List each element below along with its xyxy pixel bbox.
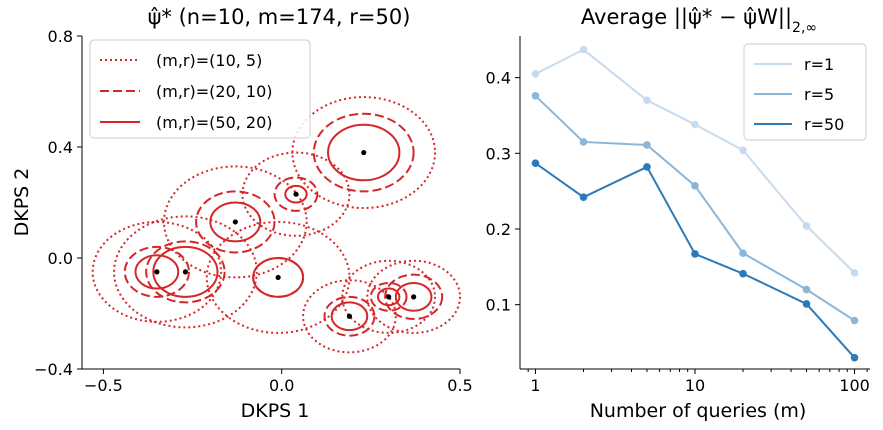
circle-dotted xyxy=(341,259,437,334)
right-plot-area xyxy=(531,45,859,362)
left-plot-area xyxy=(91,96,461,354)
right-title: Average ||ψ̂* − ψ̂W||2,∞ xyxy=(581,5,817,36)
series-point xyxy=(531,91,540,100)
right-y-tick-label: 0.4 xyxy=(486,69,511,88)
series-point xyxy=(643,163,651,171)
right-x-tick-label: 100 xyxy=(839,376,870,395)
center-point xyxy=(293,191,299,197)
left-chart: ψ̂* (n=10, m=174, r=50) DKPS 1 DKPS 2 −0… xyxy=(11,5,473,422)
center-point xyxy=(182,269,189,275)
center-point xyxy=(232,219,238,225)
circle-dotted xyxy=(366,259,461,334)
left-x-tick-label: 0.5 xyxy=(447,376,472,395)
center-point xyxy=(361,149,367,156)
circle-dotted xyxy=(113,215,258,329)
circle-solid xyxy=(252,257,305,298)
left-ylabel: DKPS 2 xyxy=(11,168,33,237)
left-x-tick-label: 0.0 xyxy=(269,376,294,395)
series-point xyxy=(691,250,699,258)
right-x-tick-label: 10 xyxy=(685,376,705,395)
series-point xyxy=(531,70,540,78)
right-title-subscript: 2,∞ xyxy=(792,20,817,36)
legend-label: r=50 xyxy=(804,115,844,134)
circle-dashed xyxy=(273,176,319,212)
series-point xyxy=(579,45,588,54)
circle-solid xyxy=(134,254,180,290)
circle-dotted xyxy=(241,151,351,237)
series-point xyxy=(643,141,651,149)
circle-dotted xyxy=(291,96,437,210)
series-line xyxy=(534,162,856,359)
circle-dotted xyxy=(302,279,397,354)
legend-label: (m,r)=(20, 10) xyxy=(156,82,273,101)
right-ticks: 1 10 100 0.1 0.2 0.3 0.4 xyxy=(486,36,870,395)
circle-dashed xyxy=(369,281,408,312)
circle-dashed xyxy=(384,273,444,321)
right-xlabel: Number of queries (m) xyxy=(590,400,807,422)
series-point xyxy=(739,269,747,278)
left-xlabel: DKPS 1 xyxy=(241,400,310,422)
series-point xyxy=(643,96,651,105)
left-legend-box xyxy=(89,39,311,139)
left-legend: (m,r)=(10, 5) (m,r)=(20, 10) (m,r)=(50, 20… xyxy=(89,39,311,139)
center-point xyxy=(411,294,417,300)
series-point xyxy=(579,138,588,146)
left-y-tick-label: 0.0 xyxy=(48,249,73,268)
center-point xyxy=(275,274,281,281)
series-point xyxy=(850,316,859,325)
right-y-tick-label: 0.3 xyxy=(486,144,511,163)
center-point xyxy=(154,269,160,275)
right-y-tick-label: 0.1 xyxy=(486,296,511,315)
circle-dashed xyxy=(123,245,190,298)
circle-solid xyxy=(152,245,219,298)
right-chart: Average ||ψ̂* − ψ̂W||2,∞ Number of queri… xyxy=(486,5,870,422)
circle-dashed xyxy=(145,240,226,304)
series-point xyxy=(802,222,811,230)
left-y-tick-label: 0.4 xyxy=(48,138,73,157)
circle-dashed xyxy=(312,112,415,193)
legend-label: (m,r)=(50, 20) xyxy=(156,113,273,132)
center-point xyxy=(386,294,392,300)
series-point xyxy=(850,353,859,362)
series-point xyxy=(850,269,859,277)
right-x-tick-label: 1 xyxy=(530,376,540,395)
circle-solid xyxy=(284,184,308,204)
left-ticks: −0.5 0.0 0.5 −0.4 0.0 0.4 0.8 xyxy=(34,27,473,395)
series-point xyxy=(691,182,699,190)
left-y-tick-label: 0.8 xyxy=(48,27,73,46)
series-point xyxy=(739,146,747,155)
circle-solid xyxy=(209,201,262,243)
circle-solid xyxy=(330,301,369,332)
circle-solid xyxy=(327,123,401,182)
series-point xyxy=(691,120,699,129)
series-point xyxy=(802,285,811,294)
left-title: ψ̂* (n=10, m=174, r=50) xyxy=(148,5,411,29)
right-legend-box xyxy=(743,43,867,141)
left-x-tick-label: −0.5 xyxy=(84,376,123,395)
legend-label: (m,r)=(10, 5) xyxy=(156,51,262,70)
right-y-tick-label: 0.2 xyxy=(486,220,511,239)
circle-dotted xyxy=(163,165,308,279)
circle-dashed xyxy=(323,295,376,337)
circle-solid xyxy=(376,287,401,307)
series-point xyxy=(739,249,747,258)
series-point xyxy=(579,193,588,202)
legend-label: r=1 xyxy=(804,55,834,74)
circle-solid xyxy=(394,281,433,312)
series-point xyxy=(531,159,540,167)
circle-dotted xyxy=(91,220,223,323)
right-legend: r=1 r=5 r=50 xyxy=(743,43,867,141)
center-point xyxy=(346,313,353,319)
left-y-tick-label: −0.4 xyxy=(34,360,73,379)
legend-label: r=5 xyxy=(804,85,834,104)
series-point xyxy=(802,300,811,308)
